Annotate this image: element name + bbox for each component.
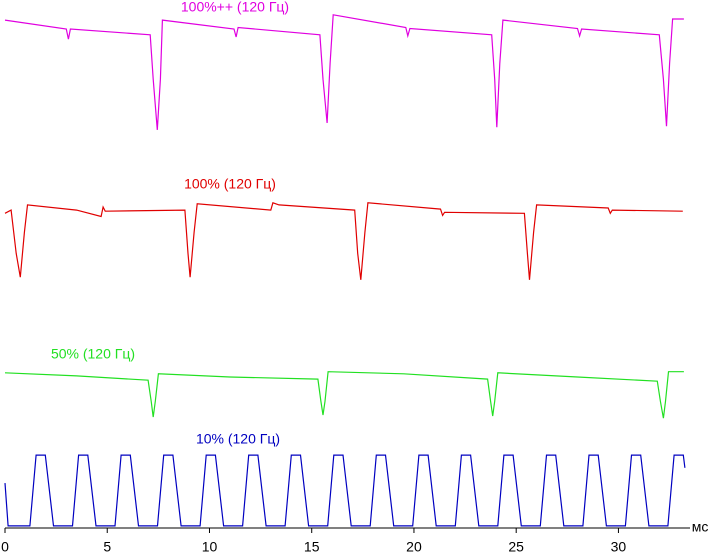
x-tick-label: 5 [103, 539, 111, 555]
trace-label: 50% (120 Гц) [51, 346, 135, 362]
trace-label: 100% (120 Гц) [184, 176, 276, 192]
trace [4, 371, 684, 419]
x-tick-label: 25 [508, 539, 524, 555]
x-axis-label: мс [692, 519, 709, 535]
x-tick-label: 20 [406, 539, 422, 555]
trace [4, 14, 684, 130]
trace-label: 100%++ (120 Гц) [181, 0, 289, 15]
trace-label: 10% (120 Гц) [196, 431, 280, 447]
x-tick-label: 15 [304, 539, 320, 555]
trace [4, 202, 683, 280]
x-tick-label: 10 [202, 539, 218, 555]
x-tick-label: 30 [611, 539, 627, 555]
x-tick-label: 0 [1, 539, 9, 555]
trace [4, 454, 686, 527]
